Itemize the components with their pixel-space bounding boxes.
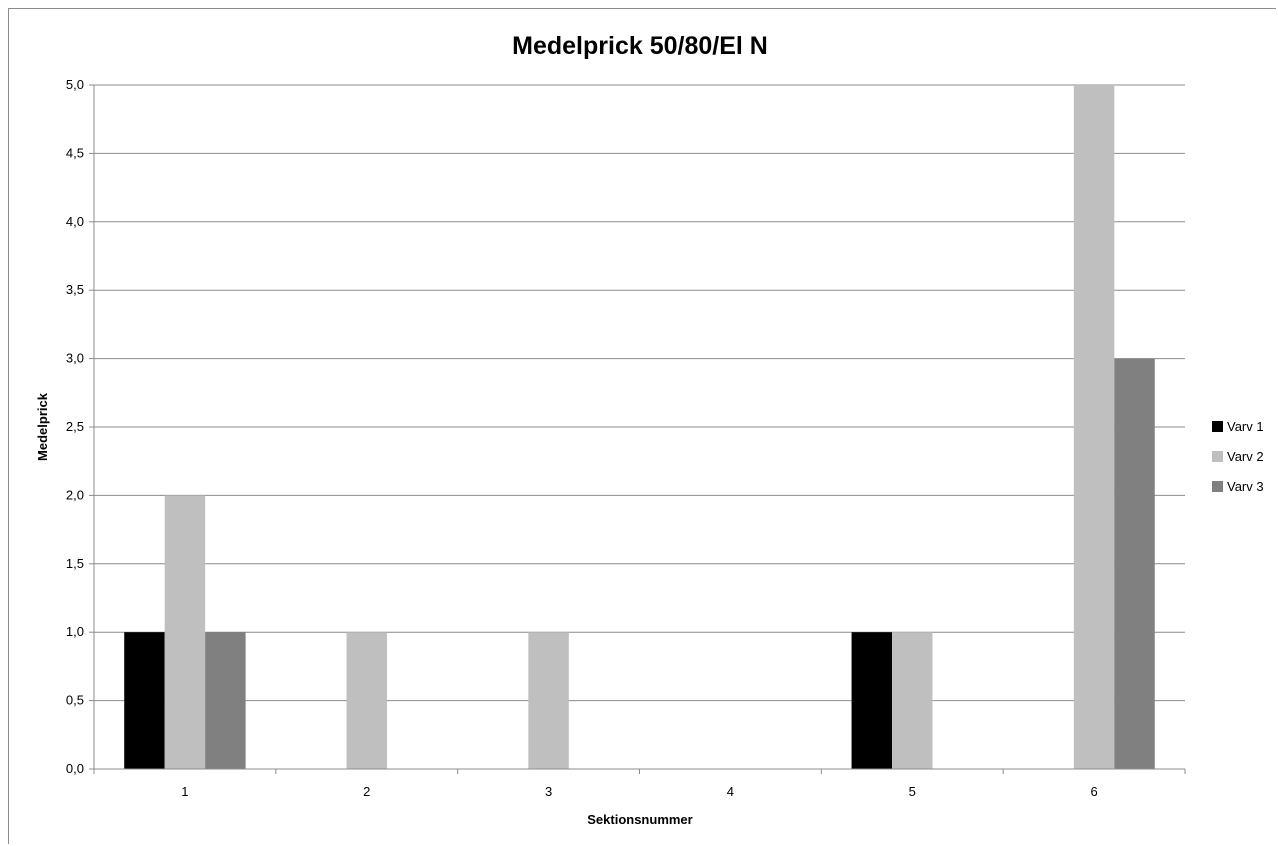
y-axis-title: Medelprick xyxy=(35,392,50,461)
x-tick-label: 6 xyxy=(1090,784,1097,799)
bar-varv-1-cat-1 xyxy=(124,632,165,769)
y-tick-label: 4,5 xyxy=(66,145,84,160)
y-tick-label: 1,5 xyxy=(66,556,84,571)
bar-varv-1-cat-5 xyxy=(851,632,893,769)
y-tick-label: 3,5 xyxy=(66,282,84,297)
legend-label-varv-2: Varv 2 xyxy=(1227,449,1264,464)
bar-varv-3-cat-1 xyxy=(205,632,246,769)
legend-swatch-varv-2 xyxy=(1212,451,1223,462)
chart-title: Medelprick 50/80/El N xyxy=(512,32,768,60)
x-axis-title: Sektionsnummer xyxy=(587,812,692,827)
bar-varv-2-cat-5 xyxy=(892,632,933,769)
bar-varv-2-cat-6 xyxy=(1073,85,1115,769)
y-tick-label: 5,0 xyxy=(66,77,84,92)
y-tick-label: 4,0 xyxy=(66,214,84,229)
bars xyxy=(124,85,1155,769)
bar-varv-2-cat-3 xyxy=(528,632,569,769)
y-tick-label: 0,5 xyxy=(66,693,84,708)
legend-label-varv-1: Varv 1 xyxy=(1227,419,1264,434)
bar-varv-2-cat-2 xyxy=(346,632,387,769)
y-tick-label: 0,0 xyxy=(66,761,84,776)
gridlines xyxy=(94,84,1185,702)
chart-frame xyxy=(8,8,1276,844)
x-tick-label: 2 xyxy=(363,784,370,799)
y-tick-label: 2,5 xyxy=(66,419,84,434)
y-tick-label: 2,0 xyxy=(66,487,84,502)
legend: Varv 1 Varv 2 Varv 3 xyxy=(1212,419,1264,494)
legend-swatch-varv-3 xyxy=(1212,481,1223,492)
legend-label-varv-3: Varv 3 xyxy=(1227,479,1264,494)
bar-varv-2-cat-1 xyxy=(164,495,206,769)
y-tick-label: 1,0 xyxy=(66,624,84,639)
axes: 0,0 0,5 1,0 1,5 2,0 2,5 3,0 3,5 4,0 4,5 5,0 1 2 3 4 5 6 xyxy=(66,77,1186,799)
legend-swatch-varv-1 xyxy=(1212,421,1223,432)
y-tick-label: 3,0 xyxy=(66,351,84,366)
x-tick-label: 4 xyxy=(727,784,734,799)
x-tick-label: 5 xyxy=(909,784,916,799)
bar-varv-3-cat-6 xyxy=(1114,358,1155,769)
x-tick-label: 3 xyxy=(545,784,552,799)
x-tick-label: 1 xyxy=(181,784,188,799)
